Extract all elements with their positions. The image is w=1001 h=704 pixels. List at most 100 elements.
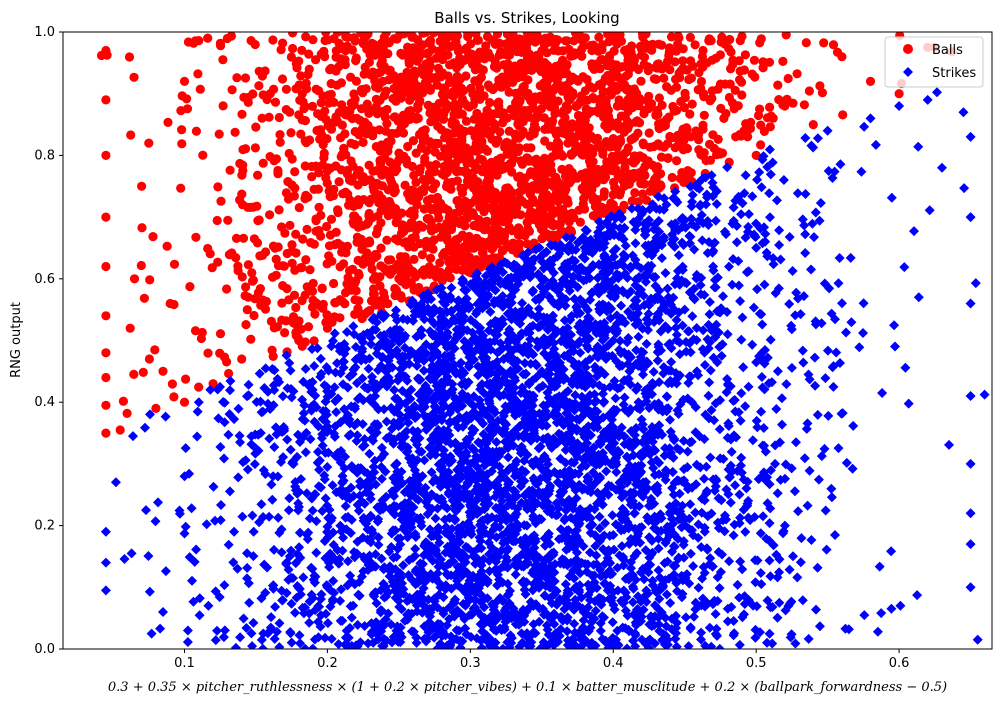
- ball-point: [278, 38, 288, 48]
- ball-point: [384, 208, 394, 218]
- ball-point: [649, 141, 659, 152]
- ball-point: [396, 48, 406, 59]
- strike-point: [704, 297, 715, 307]
- ball-point: [568, 88, 578, 98]
- strike-point: [979, 389, 990, 400]
- strike-point: [765, 571, 776, 582]
- ball-point: [766, 111, 776, 121]
- ball-point: [396, 293, 406, 303]
- ball-point: [501, 39, 511, 49]
- strike-point: [727, 279, 738, 290]
- ball-point: [223, 215, 233, 225]
- strike-point: [693, 582, 704, 593]
- ball-point: [151, 403, 161, 413]
- strike-point: [256, 499, 267, 510]
- strike-point: [798, 357, 809, 368]
- ball-point: [592, 195, 603, 205]
- ball-point: [356, 236, 366, 246]
- ball-point: [489, 62, 500, 72]
- ball-point: [296, 263, 306, 273]
- strike-point: [348, 321, 359, 332]
- strike-point: [756, 372, 767, 382]
- ball-point: [749, 55, 760, 65]
- ball-point: [696, 76, 707, 87]
- ball-point: [403, 141, 413, 152]
- ball-point: [354, 130, 364, 140]
- ball-point: [462, 211, 472, 221]
- strike-point: [710, 609, 721, 619]
- strike-point: [814, 621, 825, 632]
- strike-point: [249, 459, 260, 470]
- strike-point: [899, 262, 910, 273]
- ball-point: [303, 322, 314, 332]
- ball-point: [662, 82, 672, 92]
- ball-point: [685, 109, 695, 119]
- ball-point: [431, 53, 441, 63]
- ball-point: [674, 139, 684, 150]
- ball-point: [350, 36, 360, 46]
- strike-point: [210, 635, 221, 646]
- ball-point: [344, 200, 354, 210]
- ball-point: [243, 260, 253, 270]
- ball-point: [454, 250, 464, 261]
- strike-point: [233, 472, 244, 483]
- ball-point: [542, 98, 552, 108]
- ball-point: [144, 354, 154, 364]
- ball-point: [191, 232, 201, 242]
- ball-point: [444, 242, 454, 252]
- strike-point: [187, 575, 197, 586]
- ball-point: [514, 143, 524, 153]
- ball-point: [470, 126, 480, 136]
- strike-point: [266, 479, 277, 490]
- ball-point: [337, 120, 347, 130]
- ball-point: [428, 184, 438, 194]
- ball-point: [336, 165, 346, 175]
- ball-point: [705, 139, 715, 149]
- ball-point: [413, 35, 423, 45]
- ball-point: [101, 95, 111, 105]
- ball-point: [242, 305, 252, 315]
- ball-point: [329, 312, 340, 322]
- ball-point: [404, 45, 414, 55]
- ball-point: [375, 159, 386, 169]
- ball-point: [507, 245, 518, 255]
- strike-point: [764, 518, 775, 529]
- ball-point: [137, 223, 147, 233]
- strike-point: [944, 439, 954, 450]
- ball-point: [428, 167, 438, 177]
- ball-point: [698, 89, 709, 99]
- ball-point: [158, 366, 168, 376]
- ball-point: [258, 296, 268, 306]
- ball-point: [280, 228, 290, 238]
- ball-point: [165, 298, 175, 309]
- ball-point: [296, 324, 306, 334]
- ball-point: [358, 137, 368, 147]
- strike-point: [732, 579, 743, 590]
- ball-point: [398, 252, 409, 262]
- strike-point: [858, 298, 869, 309]
- ball-point: [697, 51, 708, 62]
- ball-point: [241, 320, 251, 330]
- ball-point: [819, 38, 829, 48]
- strike-point: [335, 595, 346, 606]
- strike-point: [772, 488, 783, 499]
- ball-point: [409, 254, 419, 264]
- ball-point: [354, 296, 364, 306]
- ball-point: [540, 63, 550, 74]
- ball-point: [265, 152, 275, 162]
- ball-point: [455, 74, 465, 84]
- ball-point: [730, 85, 740, 95]
- strike-point: [705, 452, 716, 463]
- ball-point: [665, 131, 675, 142]
- ball-point: [322, 166, 332, 176]
- strike-point: [877, 388, 888, 398]
- ball-point: [528, 181, 538, 191]
- ball-point: [518, 82, 528, 92]
- ball-point: [343, 273, 353, 283]
- strike-point: [740, 170, 751, 181]
- strike-point: [290, 607, 301, 618]
- ball-point: [475, 89, 485, 99]
- ball-point: [428, 244, 438, 254]
- ball-point: [122, 408, 132, 418]
- ball-point: [338, 259, 349, 269]
